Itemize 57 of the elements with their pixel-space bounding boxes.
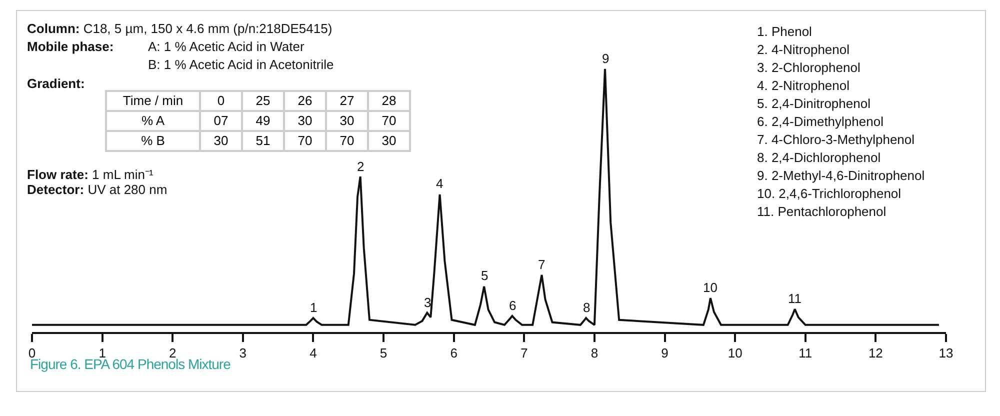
annotation: 4 [436,176,444,191]
annotation: 6 [509,298,516,313]
annotation: 11. Pentachlorophenol [757,204,886,219]
annotation: 30 [284,111,326,131]
text: 2. 4-Nitrophenol [757,42,850,57]
x-tick-label: 6 [450,346,458,361]
annotation: 2 [357,159,364,174]
annotation: 30 [368,131,410,151]
x-tick-label: 12 [868,346,883,361]
annotation: Flow rate: 1 mL min⁻¹ [27,167,154,182]
x-tick-label: 11 [798,346,812,361]
annotation: 3. 2-Chlorophenol [757,60,860,75]
annotation: Time / min [106,91,200,111]
x-tick-label: 8 [590,346,598,361]
x-tick-label: 4 [310,346,317,361]
annotation: Gradient: [27,76,85,91]
annotation: B: 1 % Acetic Acid in Acetonitrile [148,57,334,72]
annotation: 27 [326,91,368,111]
annotation: 8. 2,4-Dichlorophenol [757,150,881,165]
annotation: 49 [242,111,284,131]
annotation: 7. 4-Chloro-3-Methylphenol [757,132,915,147]
annotation: 1 [310,300,318,315]
annotation: 0 [200,91,242,111]
text: 1. Phenol [757,24,812,39]
annotation: 30 [326,111,368,131]
annotation: 28 [368,91,410,111]
annotation: 07 [200,111,242,131]
annotation: 9 [602,51,610,66]
annotation: 11 [788,291,802,306]
x-tick-label: 7 [520,346,528,361]
annotation: 70 [368,111,410,131]
annotation: 4. 2-Nitrophenol [757,78,850,93]
annotation: 70 [326,131,368,151]
annotation: 5 [481,268,488,283]
annotation: % A [106,111,200,131]
annotation: 10 [703,280,718,295]
text: Column: C18, 5 µm, 150 x 4.6 mm (p/n:218DE5415) [27,21,332,36]
annotation: 25 [242,91,284,111]
annotation: 51 [242,131,284,151]
annotation: 8 [583,300,590,315]
x-tick-label: 3 [239,346,247,361]
annotation: 10. 2,4,6-Trichlorophenol [757,186,902,201]
x-tick-label: 10 [728,346,742,361]
annotation: 9. 2-Methyl-4,6-Dinitrophenol [757,168,925,183]
annotation: 70 [284,131,326,151]
annotation: 26 [284,91,326,111]
annotation: Detector: UV at 280 nm [27,182,168,197]
annotation: 5. 2,4-Dinitrophenol [757,96,870,111]
annotation: 7 [538,257,546,272]
x-tick-label: 9 [661,346,668,361]
x-tick-label: 5 [380,346,388,361]
annotation: % B [106,131,200,151]
x-tick-label: 13 [938,346,954,361]
annotation: 3 [424,295,432,310]
annotation: 6. 2,4-Dimethylphenol [757,114,884,129]
text: Mobile phase: A: 1 % Acetic Acid in Water [27,39,304,54]
annotation: 30 [200,131,242,151]
